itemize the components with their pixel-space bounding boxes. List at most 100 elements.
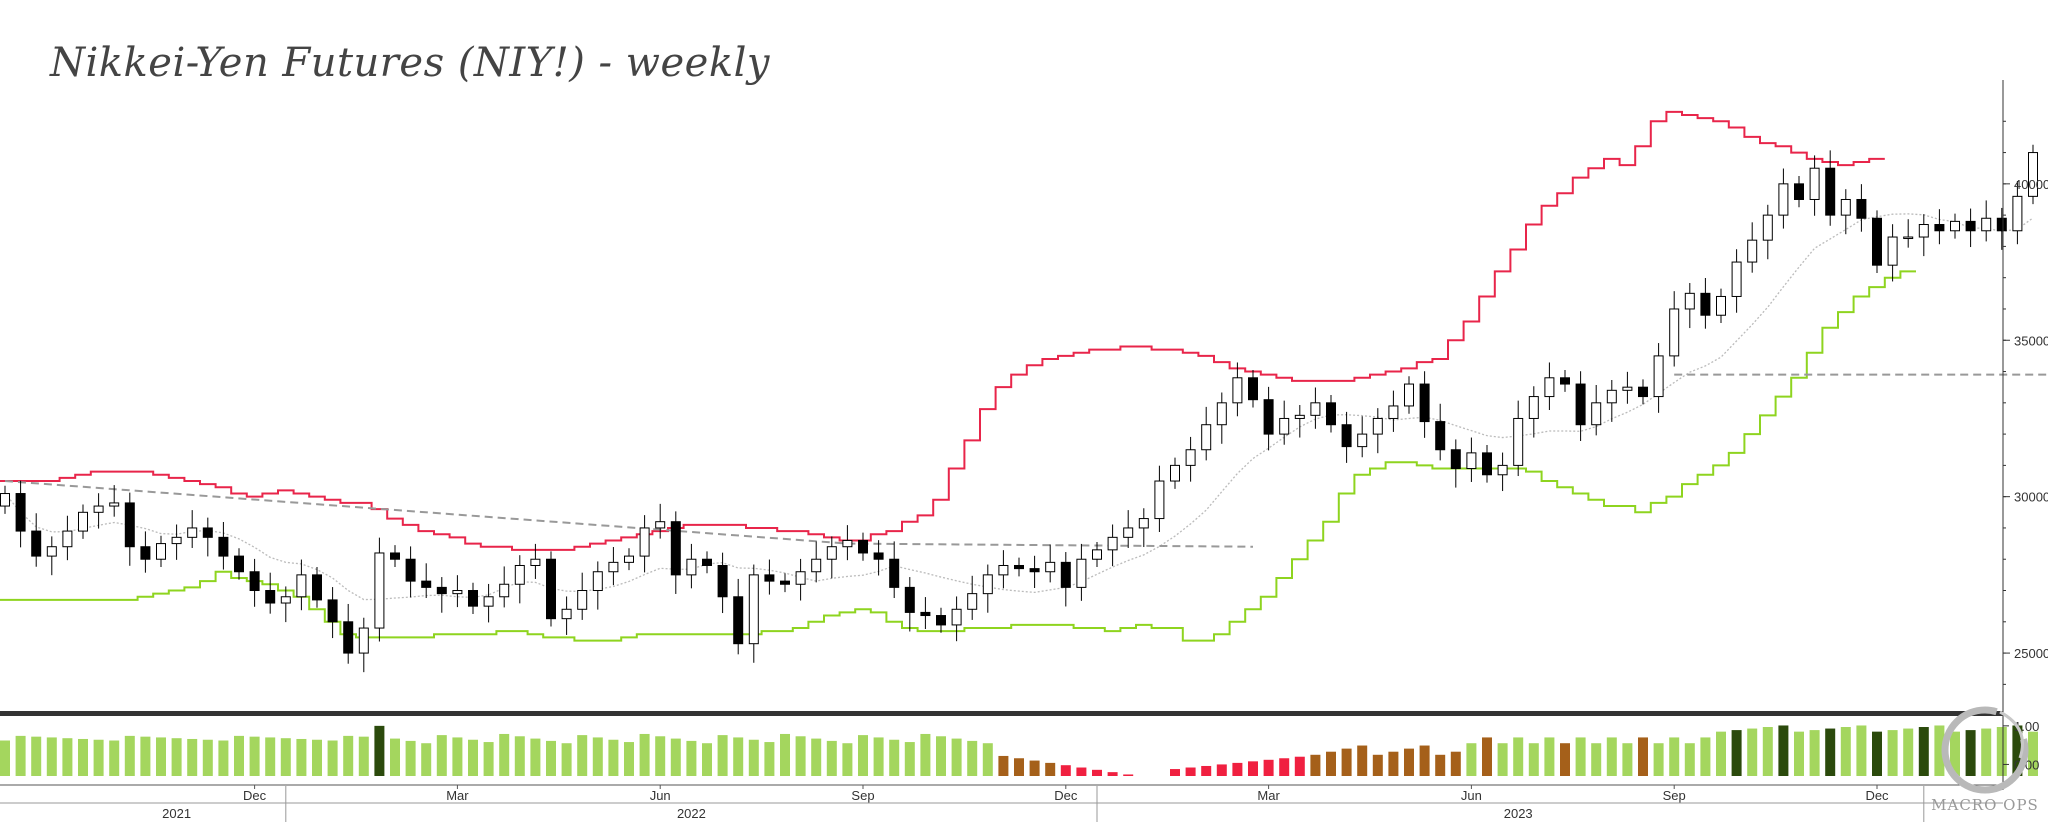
month-label: Sep xyxy=(851,788,874,803)
indicator-bar xyxy=(1918,727,1929,776)
candle-up xyxy=(2028,152,2038,197)
price-tick-label: 40000 xyxy=(2014,177,2048,192)
indicator-bar xyxy=(982,743,993,776)
candle-up xyxy=(1294,414,1305,419)
candle-up xyxy=(1216,402,1227,426)
moving-average-line xyxy=(4,213,2034,601)
candle-up xyxy=(1622,386,1633,391)
month-label: Dec xyxy=(1054,788,1078,803)
candle-down xyxy=(218,536,229,557)
candle-down xyxy=(249,571,260,592)
indicator-bar xyxy=(327,740,338,776)
indicator-bar xyxy=(1731,730,1742,776)
indicator-bar xyxy=(1388,751,1399,776)
candle-down xyxy=(1934,224,1945,232)
indicator-bar xyxy=(577,735,588,776)
indicator-bar xyxy=(1591,743,1602,776)
indicator-bar xyxy=(265,737,276,776)
indicator-bar xyxy=(1887,730,1898,776)
month-label: Mar xyxy=(446,788,469,803)
candle-up xyxy=(1372,417,1383,435)
candle-up xyxy=(530,558,541,566)
candle-up xyxy=(1232,377,1243,404)
candle-up xyxy=(1092,549,1102,560)
indicator-bar xyxy=(546,740,556,776)
indicator-bar xyxy=(109,740,120,776)
indicator-bar xyxy=(904,742,915,776)
indicator-bar xyxy=(686,740,697,776)
indicator-bar xyxy=(358,736,369,776)
candle-up xyxy=(1731,261,1742,297)
indicator-bar xyxy=(1700,737,1711,776)
indicator-bar xyxy=(858,735,868,776)
indicator-bar xyxy=(62,738,73,776)
candle-up xyxy=(967,593,978,610)
candle-up xyxy=(1981,217,1992,232)
indicator-bar xyxy=(811,738,822,776)
indicator-bar xyxy=(967,740,978,776)
candle-up xyxy=(1154,480,1165,520)
candle-up xyxy=(1279,417,1290,435)
candle-down xyxy=(873,552,884,560)
indicator-bar xyxy=(1294,756,1305,776)
candle-down xyxy=(1856,198,1867,219)
indicator-bar xyxy=(1684,743,1695,776)
candle-up xyxy=(1591,402,1602,426)
candle-down xyxy=(140,546,151,560)
indicator-bar xyxy=(1497,743,1508,776)
indicator-bar xyxy=(655,736,666,776)
indicator-bar xyxy=(1045,762,1056,776)
candle-down xyxy=(1263,399,1274,435)
candle-up xyxy=(1950,220,1960,232)
candle-up xyxy=(561,608,572,620)
indicator-bar xyxy=(31,736,42,776)
indicator-bar xyxy=(1419,745,1430,776)
indicator-bar xyxy=(2012,725,2023,776)
candle-down xyxy=(1419,383,1430,423)
indicator-bar xyxy=(421,743,432,776)
indicator-bar xyxy=(561,743,572,776)
indicator-bar xyxy=(1965,730,1976,776)
candle-down xyxy=(1326,402,1336,426)
indicator-bar xyxy=(748,739,759,776)
candles-layer xyxy=(0,144,2038,673)
indicator-bar xyxy=(592,737,603,776)
indicator-bar xyxy=(1794,731,1804,776)
logo-text: MACRO OPS xyxy=(1931,796,2039,814)
candle-up xyxy=(1716,295,1726,316)
candle-up xyxy=(187,527,198,538)
candle-up xyxy=(1669,308,1680,357)
candle-down xyxy=(390,552,400,560)
macro-ops-logo: MACRO OPS xyxy=(1930,698,2040,820)
candle-up xyxy=(1747,239,1758,263)
indicator-bar xyxy=(1404,748,1414,776)
candle-down xyxy=(436,586,447,595)
candle-down xyxy=(889,558,900,588)
candle-up xyxy=(62,530,73,548)
candle-down xyxy=(468,590,478,607)
candle-down xyxy=(234,555,244,573)
candle-down xyxy=(1575,383,1586,426)
indicator-bar xyxy=(0,740,10,776)
indicator-bar xyxy=(46,737,57,776)
candle-up xyxy=(1466,452,1477,470)
candle-down xyxy=(1482,452,1492,476)
candle-up xyxy=(1840,198,1851,216)
candle-up xyxy=(982,574,993,595)
candle-up xyxy=(2012,195,2023,232)
indicator-bar xyxy=(156,737,166,776)
candle-down xyxy=(1965,220,1976,232)
indicator-bar xyxy=(2028,731,2038,776)
candle-up xyxy=(0,493,10,507)
candle-down xyxy=(1014,564,1024,570)
indicator-bar xyxy=(1981,728,1992,776)
indicator-bar xyxy=(702,743,712,776)
chart-title: Nikkei-Yen Futures (NIY!) - weekly xyxy=(50,40,770,86)
candle-down xyxy=(733,596,744,645)
candle-down xyxy=(717,564,728,598)
year-label: 2023 xyxy=(1504,806,1533,821)
candle-up xyxy=(1887,236,1898,266)
candle-down xyxy=(202,527,213,538)
candle-down xyxy=(421,580,432,588)
candle-down xyxy=(1435,421,1446,451)
